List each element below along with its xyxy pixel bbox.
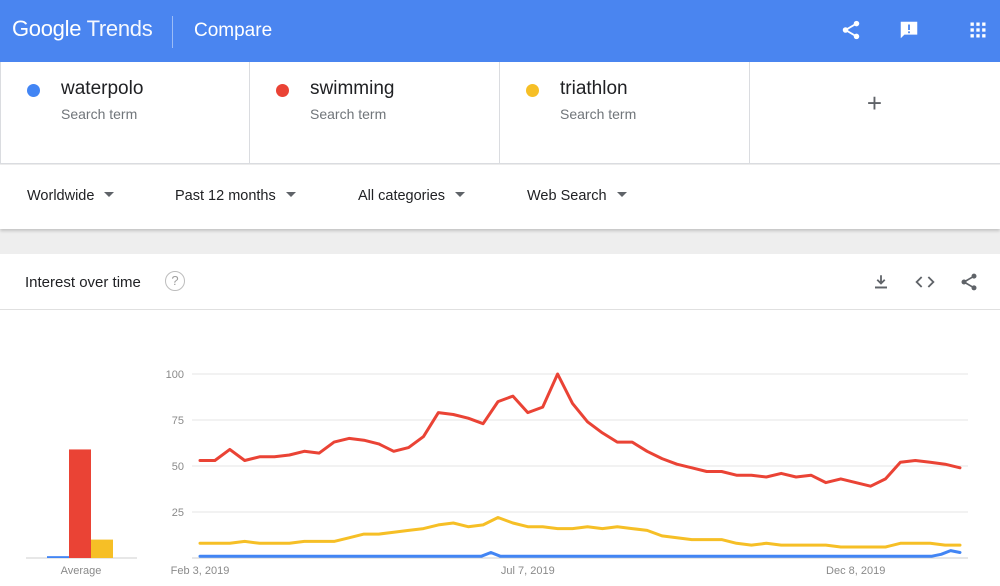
- logo-trends-text: Trends: [86, 16, 153, 41]
- average-label: Average: [61, 565, 102, 577]
- header-divider: [172, 16, 173, 48]
- caret-down-icon: [104, 191, 115, 197]
- series-line-triathlon: [198, 516, 962, 549]
- category-dropdown[interactable]: All categories: [358, 188, 466, 204]
- google-trends-logo[interactable]: Google Trends: [12, 16, 153, 42]
- series-color-dot: [276, 84, 289, 97]
- y-tick-label: 75: [172, 415, 184, 427]
- x-tick-label: Dec 8, 2019: [826, 565, 885, 577]
- search-type-dropdown[interactable]: Web Search: [527, 188, 627, 204]
- region-dropdown-label: Worldwide: [27, 188, 95, 204]
- card-title: Interest over time: [25, 274, 141, 291]
- compare-terms-panel: waterpolo Search term swimming Search te…: [0, 62, 1000, 164]
- term-type: Search term: [560, 106, 637, 122]
- embed-icon[interactable]: [914, 271, 936, 293]
- average-bar-triathlon: [91, 539, 113, 558]
- page-title: Compare: [194, 20, 273, 41]
- term-waterpolo[interactable]: waterpolo Search term: [0, 62, 250, 164]
- add-term-button[interactable]: +: [750, 62, 999, 164]
- app-header: Google Trends Compare: [0, 0, 1000, 62]
- caret-down-icon: [455, 191, 466, 197]
- apps-icon[interactable]: [966, 18, 990, 42]
- term-type: Search term: [61, 106, 138, 122]
- term-name: waterpolo: [61, 78, 144, 99]
- logo-google-text: Google: [12, 16, 82, 41]
- y-tick-label: 25: [172, 507, 184, 519]
- filters-bar: Worldwide Past 12 months All categories …: [0, 165, 1000, 229]
- download-icon[interactable]: [870, 271, 892, 293]
- series-line-swimming: [198, 372, 962, 488]
- help-icon[interactable]: ?: [165, 271, 185, 291]
- average-bar-waterpolo: [47, 556, 69, 558]
- interest-chart: 100 75 50 25 Average Feb 3, 2019 Jul 7, 2019 De…: [26, 369, 968, 577]
- search-type-label: Web Search: [527, 188, 607, 204]
- time-range-label: Past 12 months: [175, 188, 276, 204]
- series-line-waterpolo: [198, 549, 962, 558]
- share-icon[interactable]: [958, 271, 980, 293]
- region-dropdown[interactable]: Worldwide: [27, 188, 115, 204]
- category-label: All categories: [358, 188, 446, 204]
- x-tick-label: Feb 3, 2019: [171, 565, 230, 577]
- x-tick-label: Jul 7, 2019: [501, 565, 555, 577]
- card-header: Interest over time ?: [0, 254, 1000, 310]
- time-range-dropdown[interactable]: Past 12 months: [175, 188, 296, 204]
- y-tick-label: 100: [166, 369, 184, 381]
- average-bar-swimming: [69, 449, 91, 558]
- term-name: triathlon: [560, 78, 628, 99]
- feedback-icon[interactable]: [897, 18, 921, 42]
- y-tick-label: 50: [172, 461, 184, 473]
- caret-down-icon: [285, 191, 296, 197]
- term-swimming[interactable]: swimming Search term: [250, 62, 500, 164]
- term-name: swimming: [310, 78, 395, 99]
- plus-icon: +: [866, 88, 883, 118]
- term-type: Search term: [310, 106, 387, 122]
- caret-down-icon: [616, 191, 627, 197]
- series-color-dot: [526, 84, 539, 97]
- share-icon[interactable]: [839, 18, 863, 42]
- series-color-dot: [27, 84, 40, 97]
- term-triathlon[interactable]: triathlon Search term: [500, 62, 750, 164]
